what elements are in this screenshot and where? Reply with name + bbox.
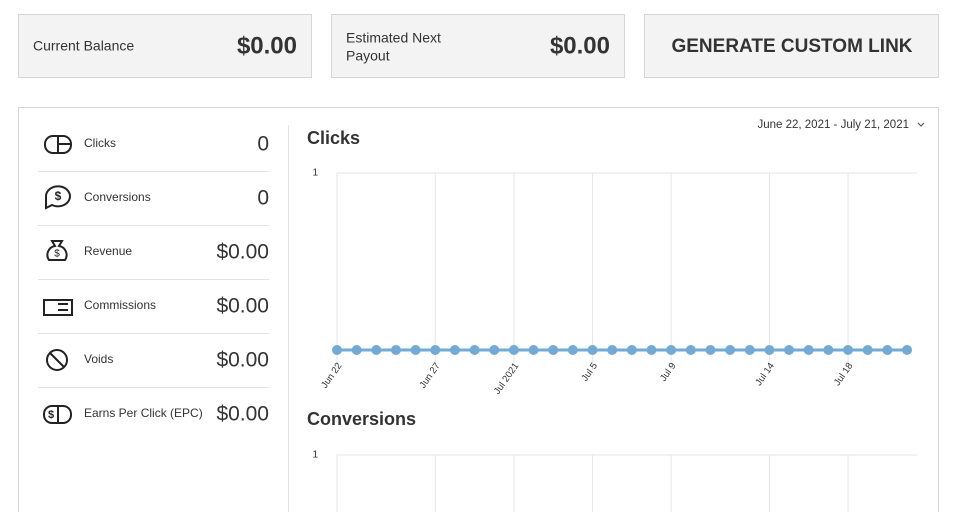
stat-value: $0.00 [216, 349, 269, 372]
data-point [862, 345, 873, 355]
y-tick-label: 1 [312, 168, 318, 179]
data-point [390, 345, 401, 355]
data-point [626, 345, 637, 355]
data-point [843, 345, 854, 355]
stat-label: Clicks [84, 136, 116, 150]
data-point [587, 345, 598, 355]
stat-label: Voids [84, 352, 113, 366]
data-point [705, 345, 716, 355]
stat-value: 0 [257, 133, 269, 156]
data-point [469, 345, 480, 355]
data-point [882, 345, 893, 355]
card-label: Payout [346, 48, 390, 64]
data-point [666, 345, 677, 355]
icon-glyph: $ [54, 249, 60, 260]
icon-glyph: $ [48, 409, 54, 421]
revenue-icon [46, 240, 68, 261]
stat-value: $0.00 [216, 241, 269, 264]
data-point [548, 345, 559, 355]
data-point [528, 345, 539, 355]
data-point [646, 345, 657, 355]
data-point [607, 345, 618, 355]
data-point [784, 345, 795, 355]
data-point [410, 345, 421, 355]
data-point [332, 345, 342, 355]
payout-card [331, 14, 625, 78]
icon-part [58, 303, 68, 311]
stat-value: $0.00 [216, 295, 269, 318]
data-point [351, 345, 362, 355]
card-label: Estimated Next [346, 30, 441, 46]
data-point [803, 345, 814, 355]
chart-title: Conversions [307, 409, 416, 429]
data-point [449, 345, 460, 355]
icon-glyph: $ [55, 189, 62, 203]
data-point [744, 345, 755, 355]
balance-card [18, 14, 312, 78]
dropdown-chevron[interactable] [917, 122, 925, 127]
stat-value: 0 [257, 187, 269, 210]
data-point [489, 345, 500, 355]
card-value: $0.00 [550, 32, 610, 59]
button-label[interactable]: GENERATE CUSTOM LINK [671, 36, 912, 57]
conversions-icon [44, 185, 71, 210]
card-value: $0.00 [237, 32, 297, 59]
card-label: Current Balance [33, 38, 134, 54]
stat-label: Earns Per Click (EPC) [84, 406, 203, 420]
stat-value: $0.00 [216, 403, 269, 426]
data-point [685, 345, 696, 355]
data-point [567, 345, 578, 355]
stat-label: Commissions [84, 298, 156, 312]
generate-link-button[interactable] [644, 14, 939, 78]
y-tick-label: 1 [312, 450, 318, 461]
data-point [823, 345, 834, 355]
data-point [725, 345, 736, 355]
data-point [508, 345, 519, 355]
stat-label: Revenue [84, 244, 132, 258]
commissions-icon [43, 299, 73, 316]
date-range[interactable]: June 22, 2021 - July 21, 2021 [757, 119, 909, 131]
icons: $ $ $ [43, 135, 73, 424]
data-point [764, 345, 775, 355]
stat-label: Conversions [84, 190, 151, 204]
icon-part [49, 352, 65, 368]
data-point [430, 345, 441, 355]
data-point [902, 345, 912, 355]
chart-title: Clicks [307, 128, 360, 148]
voids-icon [46, 349, 68, 371]
stats-panel [18, 107, 939, 512]
data-point [371, 345, 382, 355]
